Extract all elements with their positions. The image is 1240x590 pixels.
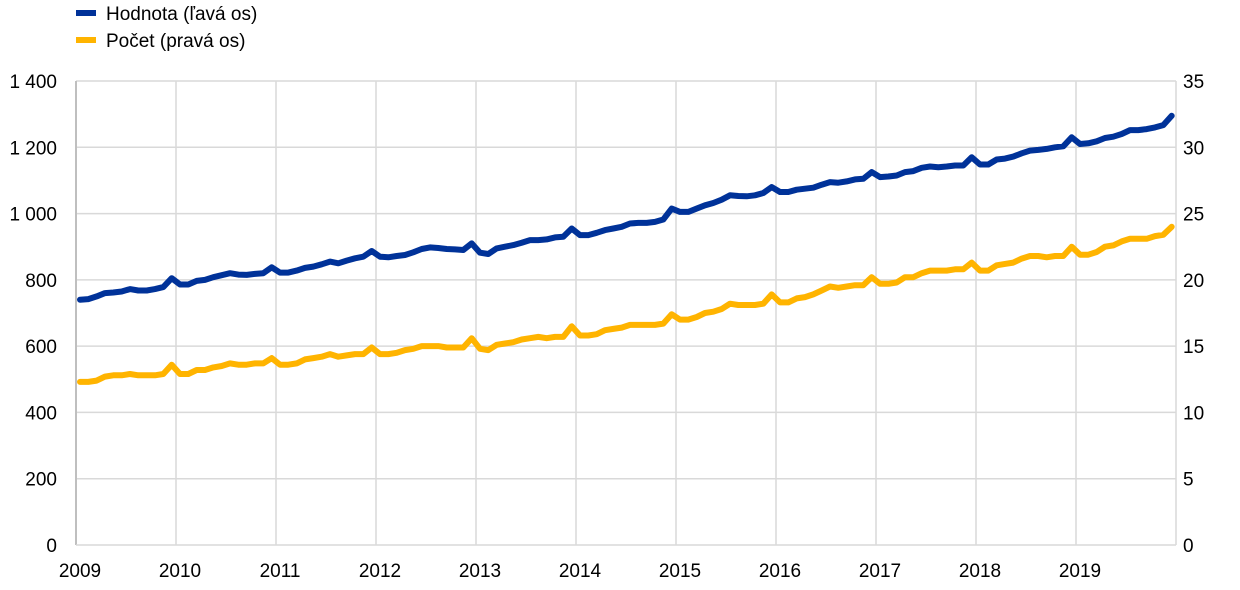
left-axis-tick-label: 200 (25, 470, 57, 491)
right-axis-tick-label: 20 (1183, 271, 1204, 292)
x-axis-tick-label: 2011 (260, 561, 301, 582)
x-axis-tick-label: 2014 (559, 561, 602, 582)
axes: 0 200 400 600 800 1 000 1 200 1 400 0 5 10 15 20 25 30… (9, 72, 1204, 582)
x-axis-tick-label: 2010 (159, 561, 201, 582)
x-axis-tick-label: 2013 (459, 561, 501, 582)
x-axis-tick-label: 2016 (759, 561, 801, 582)
left-axis-tick-label: 400 (25, 403, 57, 424)
x-axis-tick-label: 2017 (859, 561, 901, 582)
right-axis-tick-label: 35 (1183, 72, 1204, 93)
grid (76, 80, 1177, 545)
series-lines (77, 112, 1175, 385)
right-axis-tick-label: 15 (1183, 337, 1204, 358)
left-axis-tick-label: 0 (46, 536, 57, 557)
right-axis-tick-label: 25 (1183, 205, 1204, 226)
left-axis-tick-label: 600 (25, 337, 57, 358)
series-line-hodnota (77, 112, 1175, 303)
right-axis-tick-label: 0 (1183, 536, 1194, 557)
x-axis-tick-label: 2019 (1059, 561, 1101, 582)
legend-label-hodnota: Hodnota (ľavá os) (106, 4, 257, 25)
x-axis-tick-label: 2018 (959, 561, 1001, 582)
legend-label-pocet: Počet (pravá os) (106, 31, 245, 52)
left-axis-tick-label: 1 400 (9, 72, 57, 93)
left-axis-tick-label: 1 200 (9, 138, 57, 159)
left-axis-tick-label: 1 000 (9, 205, 57, 226)
right-axis-tick-label: 5 (1183, 470, 1194, 491)
right-axis-tick-label: 10 (1183, 403, 1204, 424)
legend: Hodnota (ľavá os) Počet (pravá os) (76, 4, 257, 52)
x-axis-tick-label: 2009 (59, 561, 101, 582)
x-axis-tick-label: 2015 (659, 561, 701, 582)
right-axis-tick-label: 30 (1183, 138, 1204, 159)
left-axis-tick-label: 800 (25, 271, 57, 292)
series-line-pocet (77, 223, 1175, 385)
x-axis-tick-label: 2012 (359, 561, 401, 582)
